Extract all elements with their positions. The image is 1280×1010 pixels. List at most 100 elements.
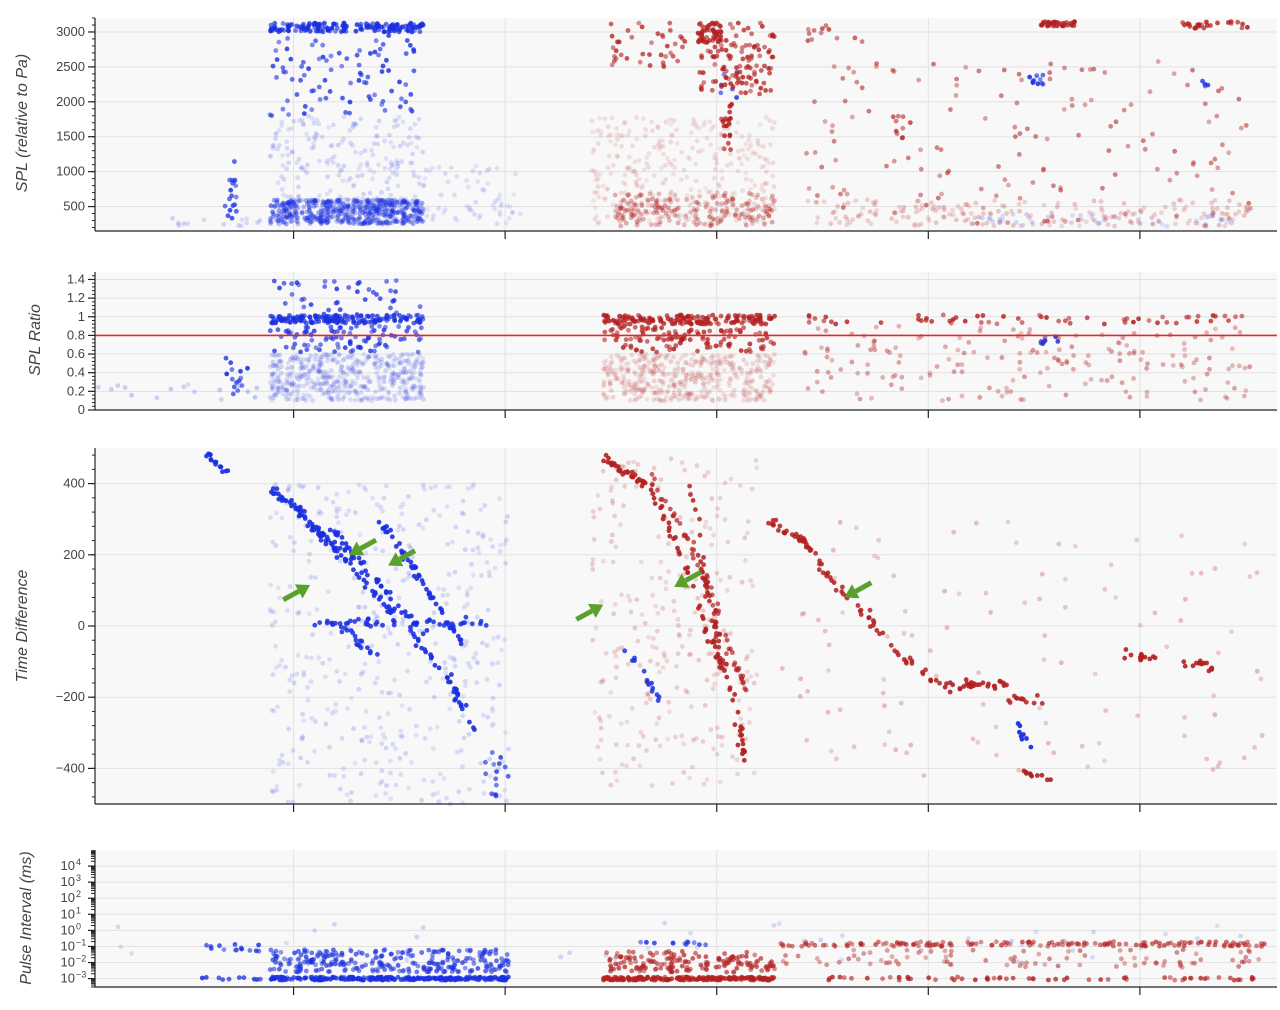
data-point: [834, 35, 840, 41]
data-point: [341, 201, 346, 207]
data-point: [308, 211, 314, 216]
data-point: [304, 320, 309, 326]
data-point: [594, 213, 599, 219]
data-point: [869, 395, 874, 401]
data-point: [403, 751, 408, 756]
data-point: [308, 538, 314, 544]
data-point: [591, 514, 597, 520]
data-point: [276, 39, 282, 45]
data-point: [379, 386, 385, 391]
data-point: [417, 361, 423, 366]
data-point: [321, 391, 327, 396]
data-point: [478, 618, 484, 624]
data-point: [609, 115, 615, 121]
data-point: [325, 589, 331, 594]
data-point: [409, 214, 414, 219]
data-point: [284, 388, 290, 394]
data-point: [1002, 203, 1007, 209]
data-point: [382, 525, 388, 530]
data-point: [285, 28, 291, 33]
data-point: [1112, 223, 1117, 229]
data-point: [206, 451, 211, 457]
data-point: [358, 116, 364, 122]
data-point: [291, 118, 297, 124]
data-point: [370, 216, 375, 221]
data-point: [393, 219, 398, 225]
data-point: [480, 187, 486, 192]
data-point: [299, 314, 304, 320]
data-point: [678, 213, 684, 219]
data-point: [270, 359, 276, 365]
data-point: [404, 142, 410, 148]
data-point: [517, 211, 523, 217]
data-point: [617, 313, 622, 319]
data-point: [918, 166, 924, 172]
data-point: [345, 217, 351, 223]
data-point: [865, 197, 870, 203]
data-point: [691, 207, 697, 212]
data-point: [497, 209, 503, 214]
data-point: [291, 212, 297, 218]
data-point: [401, 199, 406, 205]
data-point: [363, 550, 369, 556]
data-point: [900, 125, 906, 131]
data-point: [626, 316, 632, 321]
data-point: [329, 397, 334, 403]
data-point: [696, 39, 702, 45]
data-point: [916, 222, 921, 228]
data-point: [388, 376, 394, 382]
data-point: [474, 680, 480, 686]
data-point: [339, 541, 345, 546]
data-point: [623, 182, 628, 188]
data-point: [675, 220, 681, 226]
data-point: [658, 559, 664, 565]
data-point: [417, 319, 423, 325]
data-point: [373, 793, 379, 799]
data-point: [401, 382, 407, 388]
data-point: [360, 196, 366, 202]
data-point: [688, 391, 693, 396]
data-point: [744, 361, 750, 367]
data-point: [695, 595, 701, 601]
data-point: [417, 209, 423, 215]
data-point: [1000, 217, 1005, 223]
data-point: [269, 352, 275, 358]
data-point: [701, 329, 707, 335]
data-point: [295, 394, 300, 399]
data-point: [593, 177, 598, 183]
data-point: [935, 195, 941, 201]
data-point: [1071, 366, 1076, 372]
data-point: [300, 365, 306, 371]
data-point: [897, 353, 903, 359]
data-point: [693, 213, 699, 218]
data-point: [940, 312, 946, 318]
data-point: [327, 527, 333, 533]
data-point: [1087, 67, 1093, 72]
data-point: [384, 212, 390, 218]
data-point: [826, 27, 832, 32]
data-point: [614, 778, 620, 783]
data-point: [678, 177, 684, 183]
data-point: [430, 779, 436, 784]
data-point: [341, 163, 347, 169]
data-point: [723, 47, 729, 53]
data-point: [483, 623, 489, 628]
data-point: [311, 203, 317, 209]
data-point: [462, 547, 468, 552]
data-point: [331, 279, 337, 284]
data-point: [304, 363, 310, 368]
data-point: [416, 337, 422, 343]
data-point: [349, 790, 354, 795]
data-point: [601, 392, 607, 398]
data-point: [464, 203, 470, 209]
data-point: [392, 28, 398, 34]
data-point: [919, 202, 925, 208]
data-point: [743, 141, 749, 147]
data-point: [651, 378, 657, 384]
data-point: [768, 66, 774, 71]
data-point: [1230, 363, 1235, 369]
data-point: [728, 147, 733, 153]
data-point: [362, 725, 367, 730]
data-point: [272, 370, 278, 376]
data-point: [376, 162, 381, 168]
